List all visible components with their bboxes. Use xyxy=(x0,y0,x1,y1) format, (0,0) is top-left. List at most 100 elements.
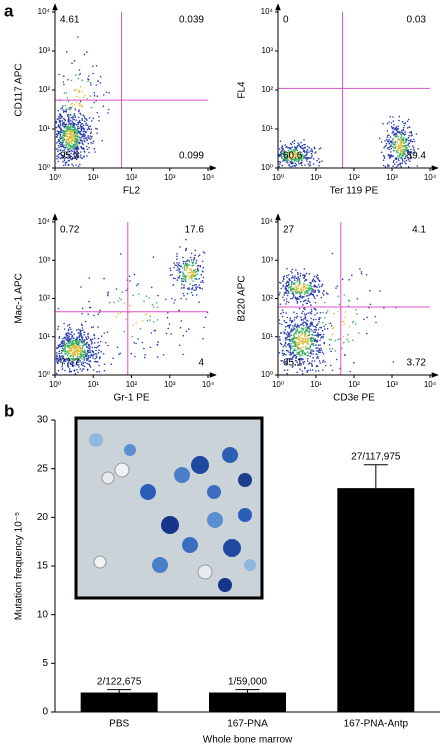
event-dot xyxy=(280,343,283,346)
event-dot xyxy=(347,340,350,343)
event-dot xyxy=(76,150,78,152)
event-dot xyxy=(406,127,409,129)
event-dot xyxy=(302,157,305,160)
event-dot xyxy=(138,293,140,296)
event-dot xyxy=(293,146,296,148)
event-dot xyxy=(285,159,287,161)
event-dot xyxy=(317,370,320,372)
event-dot xyxy=(284,152,287,154)
event-dot xyxy=(81,79,84,81)
y-tick-label: 10¹ xyxy=(261,124,273,133)
event-dot xyxy=(289,152,291,155)
event-dot xyxy=(315,344,317,346)
event-dot xyxy=(63,83,65,86)
event-dot xyxy=(287,162,289,164)
event-dot xyxy=(74,108,77,111)
event-dot xyxy=(73,358,75,361)
event-dot xyxy=(73,350,75,353)
event-dot xyxy=(303,317,305,320)
event-dot xyxy=(72,133,75,136)
event-dot xyxy=(69,126,71,129)
event-dot xyxy=(284,157,287,160)
event-dot xyxy=(188,259,191,262)
event-dot xyxy=(283,369,286,372)
event-dot xyxy=(194,277,197,280)
event-dot xyxy=(298,307,301,310)
event-dot xyxy=(283,150,286,152)
event-dot xyxy=(405,155,407,158)
event-dot xyxy=(63,134,65,137)
event-dot xyxy=(313,296,316,298)
event-dot xyxy=(70,103,72,105)
y-tick-label: 10⁰ xyxy=(38,163,50,172)
event-dot xyxy=(292,365,294,367)
event-dot xyxy=(103,94,105,96)
event-dot xyxy=(298,332,301,335)
event-dot xyxy=(296,289,299,291)
event-dot xyxy=(55,122,58,124)
event-dot xyxy=(131,335,134,338)
event-dot xyxy=(76,153,78,155)
event-dot xyxy=(83,137,85,140)
event-dot xyxy=(72,122,75,125)
event-dot xyxy=(186,292,189,295)
event-dot xyxy=(307,334,310,337)
event-dot xyxy=(186,266,189,269)
event-dot xyxy=(77,125,79,128)
event-dot xyxy=(290,328,293,330)
event-dot xyxy=(185,276,187,279)
event-dot xyxy=(63,328,66,330)
event-dot xyxy=(62,348,65,351)
event-dot xyxy=(78,109,80,111)
event-dot xyxy=(74,135,77,138)
event-dot xyxy=(290,342,293,345)
event-dot xyxy=(62,164,65,167)
event-dot xyxy=(55,120,58,123)
event-dot xyxy=(66,359,69,361)
event-dot xyxy=(302,327,305,330)
event-dot xyxy=(64,349,67,352)
event-dot xyxy=(78,338,81,341)
event-dot xyxy=(94,360,96,363)
quadrant-percent: 4.61 xyxy=(60,15,80,26)
event-dot xyxy=(65,344,67,347)
event-dot xyxy=(286,274,288,277)
event-dot xyxy=(58,356,61,359)
event-dot xyxy=(320,296,323,299)
event-dot xyxy=(301,164,303,167)
event-dot xyxy=(309,287,311,290)
event-dot xyxy=(55,357,58,360)
event-dot xyxy=(64,360,67,363)
event-dot xyxy=(305,313,308,316)
event-dot xyxy=(71,363,73,366)
event-dot xyxy=(282,158,284,160)
event-dot xyxy=(309,162,311,164)
event-dot xyxy=(290,289,293,291)
event-dot xyxy=(327,293,329,295)
event-dot xyxy=(303,268,306,270)
event-dot xyxy=(73,369,76,372)
event-dot xyxy=(82,353,84,356)
event-dot xyxy=(62,337,64,340)
event-dot xyxy=(351,321,354,324)
event-dot xyxy=(71,102,74,105)
event-dot xyxy=(103,277,105,280)
event-dot xyxy=(390,154,392,156)
event-dot xyxy=(403,151,406,153)
event-dot xyxy=(89,356,91,359)
event-dot xyxy=(70,142,73,144)
event-dot xyxy=(195,294,198,296)
event-dot xyxy=(309,337,311,340)
event-dot xyxy=(314,289,317,292)
event-dot xyxy=(280,312,282,315)
event-dot xyxy=(396,155,399,158)
event-dot xyxy=(162,354,165,356)
event-dot xyxy=(289,324,292,326)
event-dot xyxy=(67,149,69,151)
event-dot xyxy=(68,159,71,162)
event-dot xyxy=(356,298,359,300)
event-dot xyxy=(193,275,196,278)
event-dot xyxy=(73,118,75,121)
event-dot xyxy=(141,320,144,322)
event-dot xyxy=(74,157,76,160)
